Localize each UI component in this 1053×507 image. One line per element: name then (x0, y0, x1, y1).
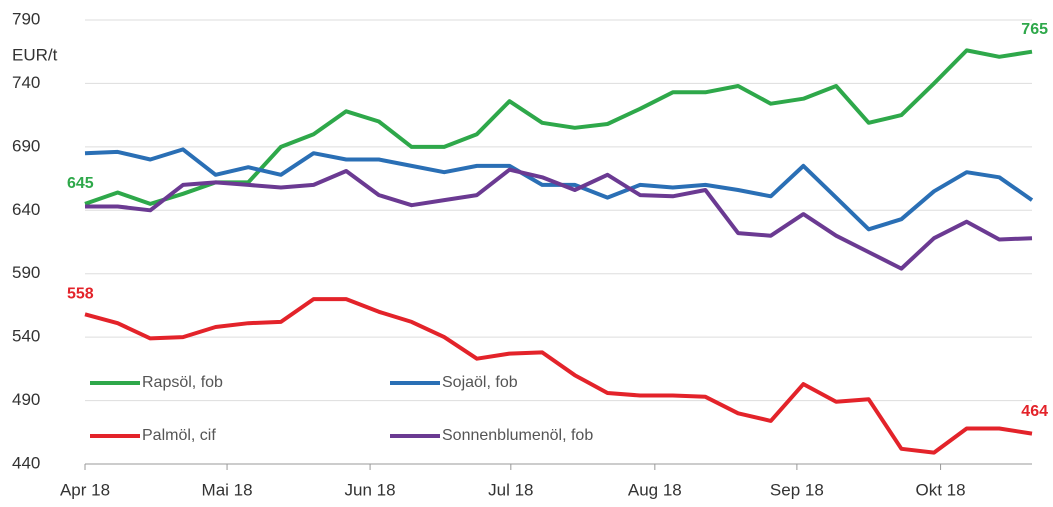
y-tick-label: 740 (12, 73, 40, 92)
y-tick-label: 590 (12, 263, 40, 282)
y-tick-label: 440 (12, 453, 40, 472)
x-tick-label: Jun 18 (345, 480, 396, 499)
x-tick-label: Sep 18 (770, 480, 824, 499)
line (85, 167, 1033, 271)
line (84, 48, 1033, 206)
legend-label: Rapsöl, fob (142, 374, 223, 391)
line (84, 297, 1033, 455)
x-tick-label: Okt 18 (916, 480, 966, 499)
legend-label: Sonnenblumenöl, fob (442, 427, 593, 444)
value-label: 765 (1021, 21, 1048, 38)
y-tick-label: 490 (12, 390, 40, 409)
line (84, 147, 1034, 232)
x-tick-label: Apr 18 (60, 480, 110, 499)
x-tick-label: Jul 18 (488, 480, 533, 499)
y-tick-label: 690 (12, 136, 40, 155)
value-label: 464 (1021, 403, 1048, 420)
y-tick-label: 640 (12, 200, 40, 219)
legend-label: Palmöl, cif (142, 427, 216, 444)
y-tick-label: 790 (12, 9, 40, 28)
y-tick-label: 540 (12, 327, 40, 346)
y-axis-label: EUR/t (12, 45, 58, 64)
value-label: 645 (67, 175, 94, 192)
legend-label: Sojaöl, fob (442, 374, 518, 391)
value-label: 558 (67, 286, 94, 303)
x-tick-label: Aug 18 (628, 480, 682, 499)
x-tick-label: Mai 18 (202, 480, 253, 499)
